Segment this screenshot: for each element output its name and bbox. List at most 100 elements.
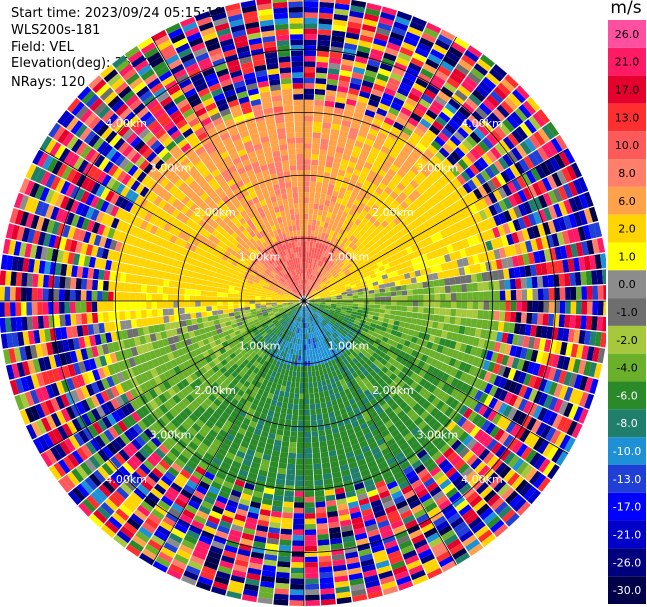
range-gate xyxy=(335,291,342,295)
range-gate xyxy=(407,26,423,37)
range-gate xyxy=(395,238,403,247)
range-gate xyxy=(493,311,500,321)
range-gate xyxy=(305,333,308,340)
range-gate xyxy=(376,261,384,268)
range-gate xyxy=(506,181,518,194)
range-gate xyxy=(340,310,347,315)
range-gate xyxy=(310,420,318,427)
range-gate xyxy=(569,272,576,286)
range-gate xyxy=(317,272,322,279)
range-gate xyxy=(431,155,443,166)
range-gate xyxy=(320,298,326,301)
range-gate xyxy=(304,143,312,149)
range-gate xyxy=(406,155,417,166)
range-gate xyxy=(537,209,548,223)
range-gate xyxy=(320,274,325,280)
range-gate xyxy=(290,381,296,388)
range-gate xyxy=(344,225,352,233)
range-gate xyxy=(304,431,312,438)
range-gate xyxy=(329,134,339,141)
range-gate xyxy=(488,340,496,351)
range-gate xyxy=(477,157,489,169)
range-gate xyxy=(316,56,329,63)
range-gate xyxy=(314,284,320,290)
range-gate xyxy=(408,193,417,203)
range-gate xyxy=(369,195,378,204)
range-gate xyxy=(180,320,187,327)
range-gate xyxy=(280,407,287,414)
range-gate xyxy=(368,239,376,246)
range-gate xyxy=(512,192,523,205)
range-gate xyxy=(547,274,555,288)
range-gate xyxy=(439,187,449,198)
range-gate xyxy=(323,251,329,258)
range-gate xyxy=(305,284,308,291)
range-gate xyxy=(488,112,502,126)
range-gate xyxy=(387,323,394,330)
range-gate xyxy=(445,216,455,227)
range-gate xyxy=(309,296,315,299)
range-gate xyxy=(558,273,565,287)
range-gate xyxy=(314,297,321,300)
range-gate xyxy=(376,107,388,117)
range-gate xyxy=(398,111,410,122)
range-gate xyxy=(546,353,555,367)
range-gate xyxy=(397,326,404,333)
range-gate xyxy=(129,292,136,301)
range-gate xyxy=(380,235,388,243)
range-gate xyxy=(506,115,520,129)
range-gate xyxy=(437,322,444,330)
range-gate xyxy=(315,253,319,260)
range-gate xyxy=(286,469,296,475)
range-gate xyxy=(195,312,202,318)
range-gate xyxy=(345,232,352,240)
range-gate xyxy=(75,301,81,313)
range-gate xyxy=(475,106,489,120)
range-gate xyxy=(305,594,320,601)
range-gate xyxy=(357,130,368,138)
range-gate xyxy=(585,270,593,285)
range-gate xyxy=(357,45,371,54)
range-gate xyxy=(339,69,352,78)
range-gate xyxy=(322,210,328,217)
range-gate xyxy=(512,334,520,346)
range-gate xyxy=(488,281,495,291)
range-gate xyxy=(320,193,327,200)
range-gate xyxy=(469,147,482,160)
range-gate xyxy=(342,278,349,284)
range-gate xyxy=(390,265,398,272)
range-gate xyxy=(347,220,355,228)
range-gate xyxy=(314,364,319,371)
range-gate xyxy=(321,188,328,195)
range-gate xyxy=(317,171,324,178)
range-gate xyxy=(368,151,378,160)
range-gate xyxy=(395,195,404,205)
range-gate xyxy=(476,272,483,283)
range-gate xyxy=(436,201,446,212)
range-gate xyxy=(317,539,330,546)
range-gate xyxy=(53,314,61,328)
range-gate xyxy=(410,165,421,176)
range-gate xyxy=(136,318,143,328)
range-gate xyxy=(358,40,372,49)
range-gate xyxy=(399,131,411,141)
range-gate xyxy=(497,269,505,280)
range-gate xyxy=(309,302,315,304)
range-gate xyxy=(300,371,304,378)
range-gate xyxy=(290,431,298,437)
range-gate xyxy=(298,349,302,356)
range-gate xyxy=(275,582,290,590)
range-gate xyxy=(346,288,352,292)
range-gate xyxy=(399,82,412,92)
range-gate xyxy=(369,231,377,239)
range-gate xyxy=(546,234,555,248)
range-gate xyxy=(454,110,468,123)
range-gate xyxy=(340,159,349,167)
range-gate xyxy=(218,314,225,320)
range-gate xyxy=(315,271,319,277)
range-gate xyxy=(141,318,148,327)
range-gate xyxy=(354,256,362,263)
range-gate xyxy=(567,357,576,372)
range-gate xyxy=(331,224,337,232)
range-gate xyxy=(403,36,419,47)
